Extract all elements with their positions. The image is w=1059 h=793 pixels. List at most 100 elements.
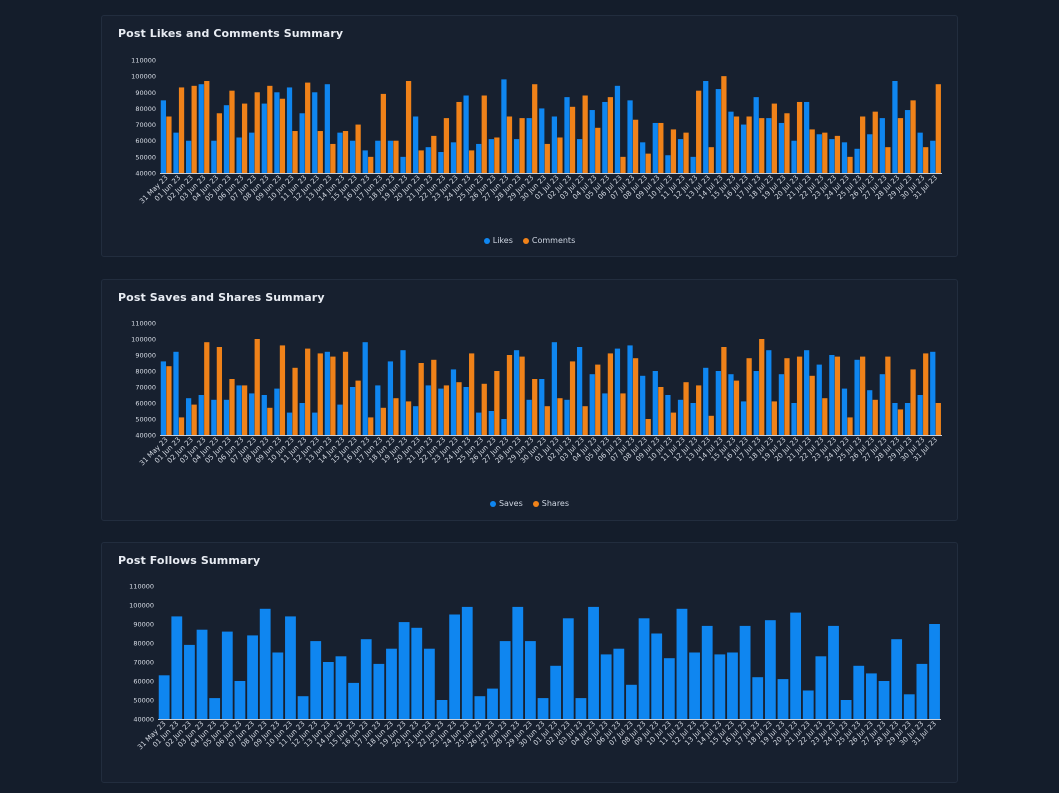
bar (670, 129, 677, 173)
bar (438, 152, 444, 173)
bar (677, 139, 684, 173)
bar (450, 142, 457, 173)
bar (418, 150, 424, 173)
bar (804, 101, 810, 173)
legend-item-comments[interactable]: Comments (522, 236, 575, 245)
bar (476, 412, 482, 435)
bar (670, 412, 677, 435)
legend-item-shares[interactable]: Shares (532, 499, 569, 508)
bar (885, 356, 891, 435)
bar (708, 147, 714, 173)
bar (588, 606, 599, 719)
bar (715, 89, 721, 173)
bar (398, 622, 410, 719)
bar (261, 103, 267, 173)
bar (645, 419, 651, 435)
legend-item-saves[interactable]: Saves (489, 499, 523, 508)
bar (872, 111, 878, 173)
bar (796, 356, 803, 435)
y-tick-label: 60000 (135, 400, 156, 408)
y-tick-label: 110000 (131, 57, 156, 65)
bar (847, 417, 853, 435)
bar (349, 140, 356, 173)
bar (703, 367, 709, 435)
bar (375, 140, 381, 173)
bar (582, 95, 588, 173)
bar (259, 608, 271, 719)
bar (740, 401, 747, 435)
bar (513, 350, 520, 435)
bar (690, 403, 696, 435)
bar (324, 84, 330, 173)
bar (923, 353, 929, 435)
bar (405, 401, 412, 435)
bar (627, 345, 633, 435)
legend-item-likes[interactable]: Likes (483, 236, 513, 245)
bar (501, 419, 507, 435)
bar (292, 131, 298, 173)
bar (796, 101, 803, 173)
bar (816, 364, 822, 435)
bar (305, 348, 311, 435)
bar (784, 358, 790, 435)
bar (576, 139, 583, 173)
bar (721, 347, 727, 435)
bar (916, 663, 928, 719)
bar (632, 358, 639, 435)
bar (589, 374, 595, 435)
bar (539, 108, 545, 173)
bar (917, 132, 923, 173)
bar (234, 681, 246, 719)
bar (569, 106, 576, 173)
bar (322, 662, 334, 719)
legend-swatch-comments (522, 237, 529, 244)
bar (791, 140, 797, 173)
bar (160, 361, 167, 435)
bar (198, 84, 204, 173)
chart-title: Post Follows Summary (118, 554, 261, 567)
bar (544, 406, 550, 435)
bar (373, 663, 385, 719)
bar (867, 134, 873, 173)
bar (715, 371, 721, 435)
bar (829, 355, 835, 435)
bar (828, 625, 839, 719)
y-tick-label: 90000 (135, 352, 156, 360)
bar (834, 356, 841, 435)
bar (854, 359, 860, 435)
bar (626, 684, 637, 719)
bar (512, 606, 524, 719)
bar (935, 403, 941, 435)
bar (204, 80, 210, 173)
bar (196, 629, 208, 719)
bar (449, 614, 461, 719)
bar (841, 388, 848, 435)
bar (285, 616, 296, 719)
bar (879, 374, 885, 435)
bar (211, 399, 217, 435)
bar (267, 407, 273, 435)
bar (771, 103, 777, 173)
bar (494, 371, 500, 435)
bar (463, 95, 469, 173)
bar (463, 387, 469, 435)
bar (663, 658, 675, 719)
bar (632, 119, 639, 173)
bar (312, 412, 318, 435)
follows-chart: 110000 100000 90000 80000 70000 60000 50000 400… (129, 583, 941, 751)
bar (223, 399, 230, 435)
bar (198, 395, 204, 435)
bar (474, 696, 486, 719)
bar (481, 95, 487, 173)
bar (386, 648, 397, 719)
bar (348, 682, 359, 719)
bar (602, 101, 608, 173)
y-tick-label: 40000 (133, 716, 154, 724)
bar (853, 665, 865, 719)
bar (816, 134, 822, 173)
bar (878, 681, 890, 719)
bar (746, 358, 752, 435)
bar (677, 399, 684, 435)
bar (557, 137, 563, 173)
bar (274, 388, 280, 435)
